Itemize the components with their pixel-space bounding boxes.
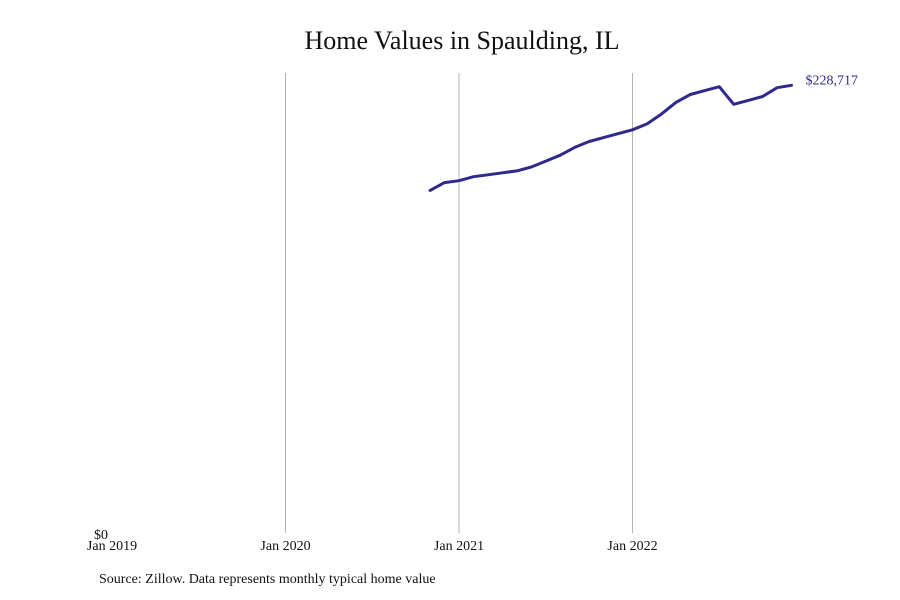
x-axis-ticks: Jan 2019 Jan 2020 Jan 2021 Jan 2022: [87, 539, 658, 554]
chart-title: Home Values in Spaulding, IL: [304, 26, 620, 55]
source-note: Source: Zillow. Data represents monthly …: [99, 572, 436, 587]
y-tick-label: $0: [94, 528, 108, 543]
x-tick-label: Jan 2019: [87, 539, 137, 554]
x-tick-label: Jan 2022: [607, 539, 657, 554]
x-tick-label: Jan 2020: [260, 539, 310, 554]
series-group: $228,717: [428, 73, 859, 192]
x-tick-label: Jan 2021: [434, 539, 484, 554]
y-axis-ticks: $0: [94, 528, 108, 543]
end-value-label: $228,717: [806, 73, 859, 88]
gridlines: [285, 73, 633, 533]
series-line-0: [428, 83, 793, 192]
